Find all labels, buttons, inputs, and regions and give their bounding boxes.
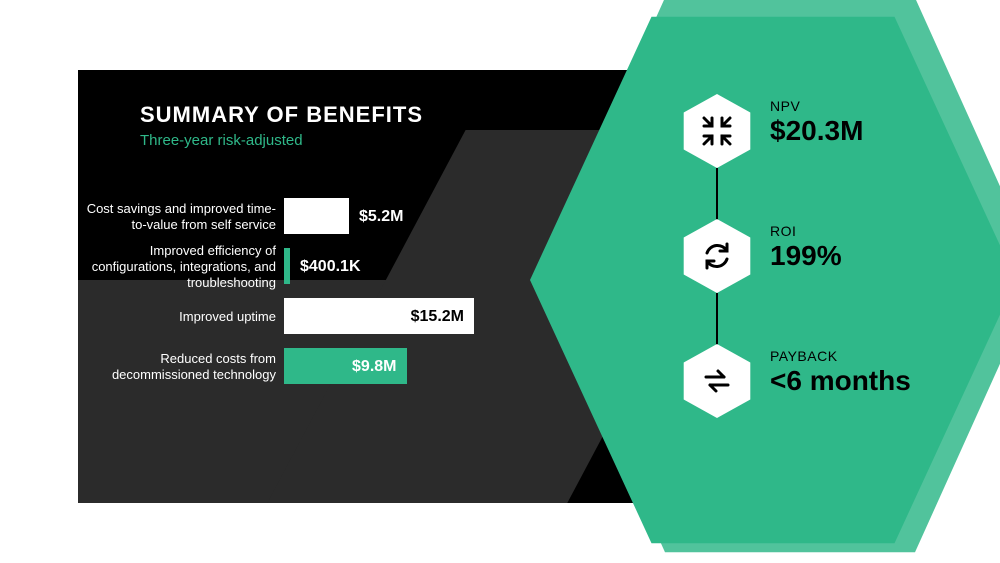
bar-label: Improved uptime — [78, 309, 276, 325]
metric-label: ROI — [770, 223, 980, 239]
metric-label: NPV — [770, 98, 980, 114]
metric-connector — [716, 168, 718, 220]
metric-value: 199% — [770, 241, 980, 270]
bar — [284, 198, 349, 234]
infographic-stage: SUMMARY OF BENEFITS Three-year risk-adju… — [0, 0, 1000, 563]
metric-connector — [716, 293, 718, 345]
metric-block: NPV $20.3M — [770, 98, 980, 145]
bar-label: Cost savings and improved time-to-value … — [78, 201, 276, 233]
bar-value: $15.2M — [411, 308, 464, 326]
metric-block: ROI 199% — [770, 223, 980, 270]
bar-label: Improved efficiency of configurations, i… — [78, 243, 276, 291]
panel-title: SUMMARY OF BENEFITS — [140, 102, 423, 128]
panel-subtitle: Three-year risk-adjusted — [140, 132, 303, 149]
bar-value: $9.8M — [352, 358, 396, 376]
metric-block: PAYBACK <6 months — [770, 348, 980, 395]
bar-value: $400.1K — [300, 258, 361, 276]
metric-label: PAYBACK — [770, 348, 980, 364]
metric-value: <6 months — [770, 366, 980, 395]
bar-value: $5.2M — [359, 208, 403, 226]
bar — [284, 248, 290, 284]
metric-value: $20.3M — [770, 116, 980, 145]
bar-label: Reduced costs from decommissioned techno… — [78, 351, 276, 383]
